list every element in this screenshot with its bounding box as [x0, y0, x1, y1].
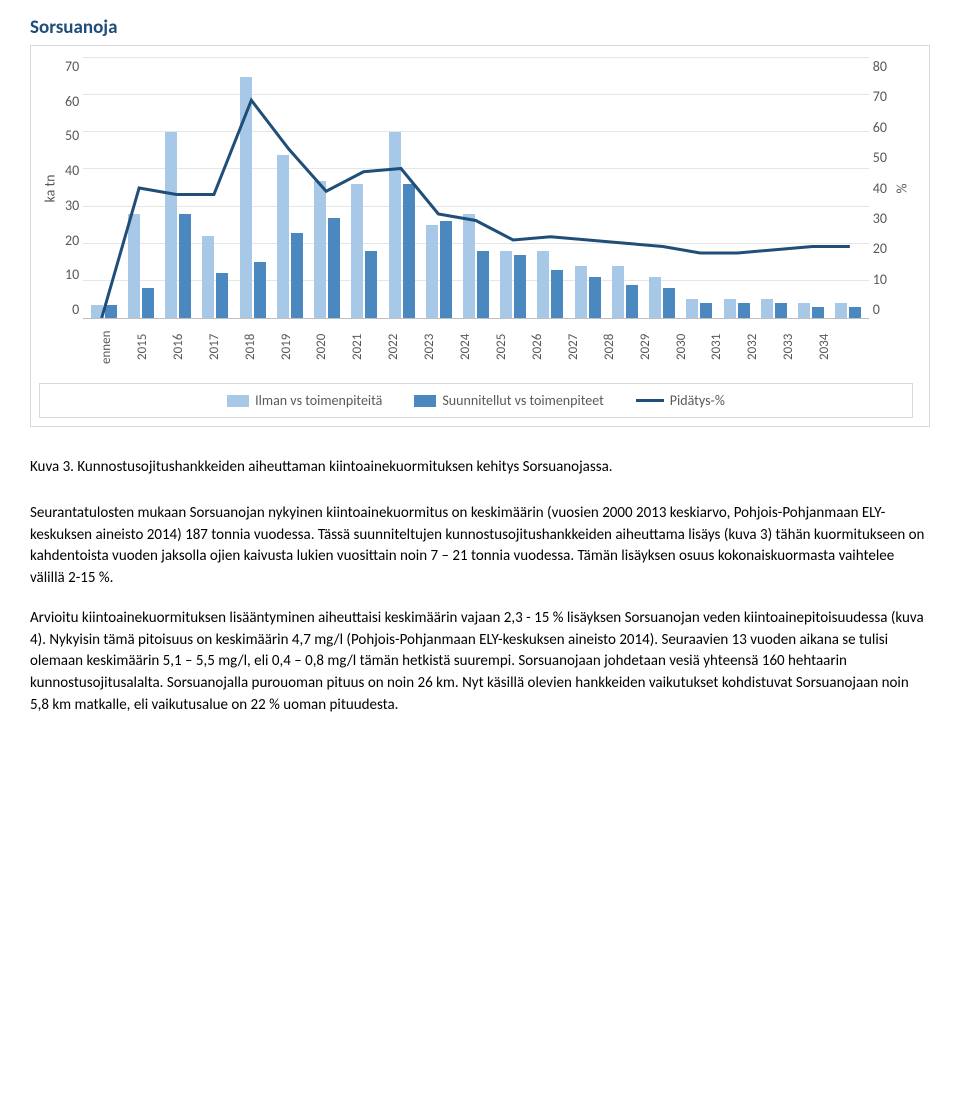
line-series	[102, 100, 850, 318]
x-axis-labels: ennen20152016201720182019202020212022202…	[97, 319, 855, 371]
chart-title: Sorsuanoja	[30, 16, 930, 39]
chart-container: ka tn 706050403020100 80706050403020100 …	[30, 45, 930, 427]
y-right-ticks: 80706050403020100	[869, 58, 891, 318]
legend-item-bar2: Suunnitellut vs toimenpiteet	[414, 392, 603, 409]
legend-item-line: Pidätys-%	[636, 392, 725, 409]
chart-plot-area	[83, 58, 869, 319]
legend-item-bar1: Ilman vs toimenpiteitä	[227, 392, 382, 409]
legend-label-bar1: Ilman vs toimenpiteitä	[255, 392, 382, 409]
legend-label-bar2: Suunnitellut vs toimenpiteet	[442, 392, 603, 409]
y-left-ticks: 706050403020100	[61, 58, 83, 318]
y-right-axis-label: %	[891, 58, 913, 319]
legend-label-line: Pidätys-%	[670, 392, 725, 409]
chart-line-svg	[83, 58, 869, 318]
y-left-axis-label: ka tn	[39, 58, 61, 319]
legend-swatch-bar1	[227, 395, 249, 407]
figure-caption: Kuva 3. Kunnostusojitushankkeiden aiheut…	[30, 457, 930, 479]
paragraph-2: Arvioitu kiintoainekuormituksen lisäänty…	[30, 608, 930, 717]
paragraph-1: Seurantatulosten mukaan Sorsuanojan nyky…	[30, 503, 930, 590]
legend-swatch-bar2	[414, 395, 436, 407]
body-text: Seurantatulosten mukaan Sorsuanojan nyky…	[30, 503, 930, 717]
chart-legend: Ilman vs toimenpiteitä Suunnitellut vs t…	[39, 383, 913, 418]
legend-swatch-line	[636, 399, 664, 402]
